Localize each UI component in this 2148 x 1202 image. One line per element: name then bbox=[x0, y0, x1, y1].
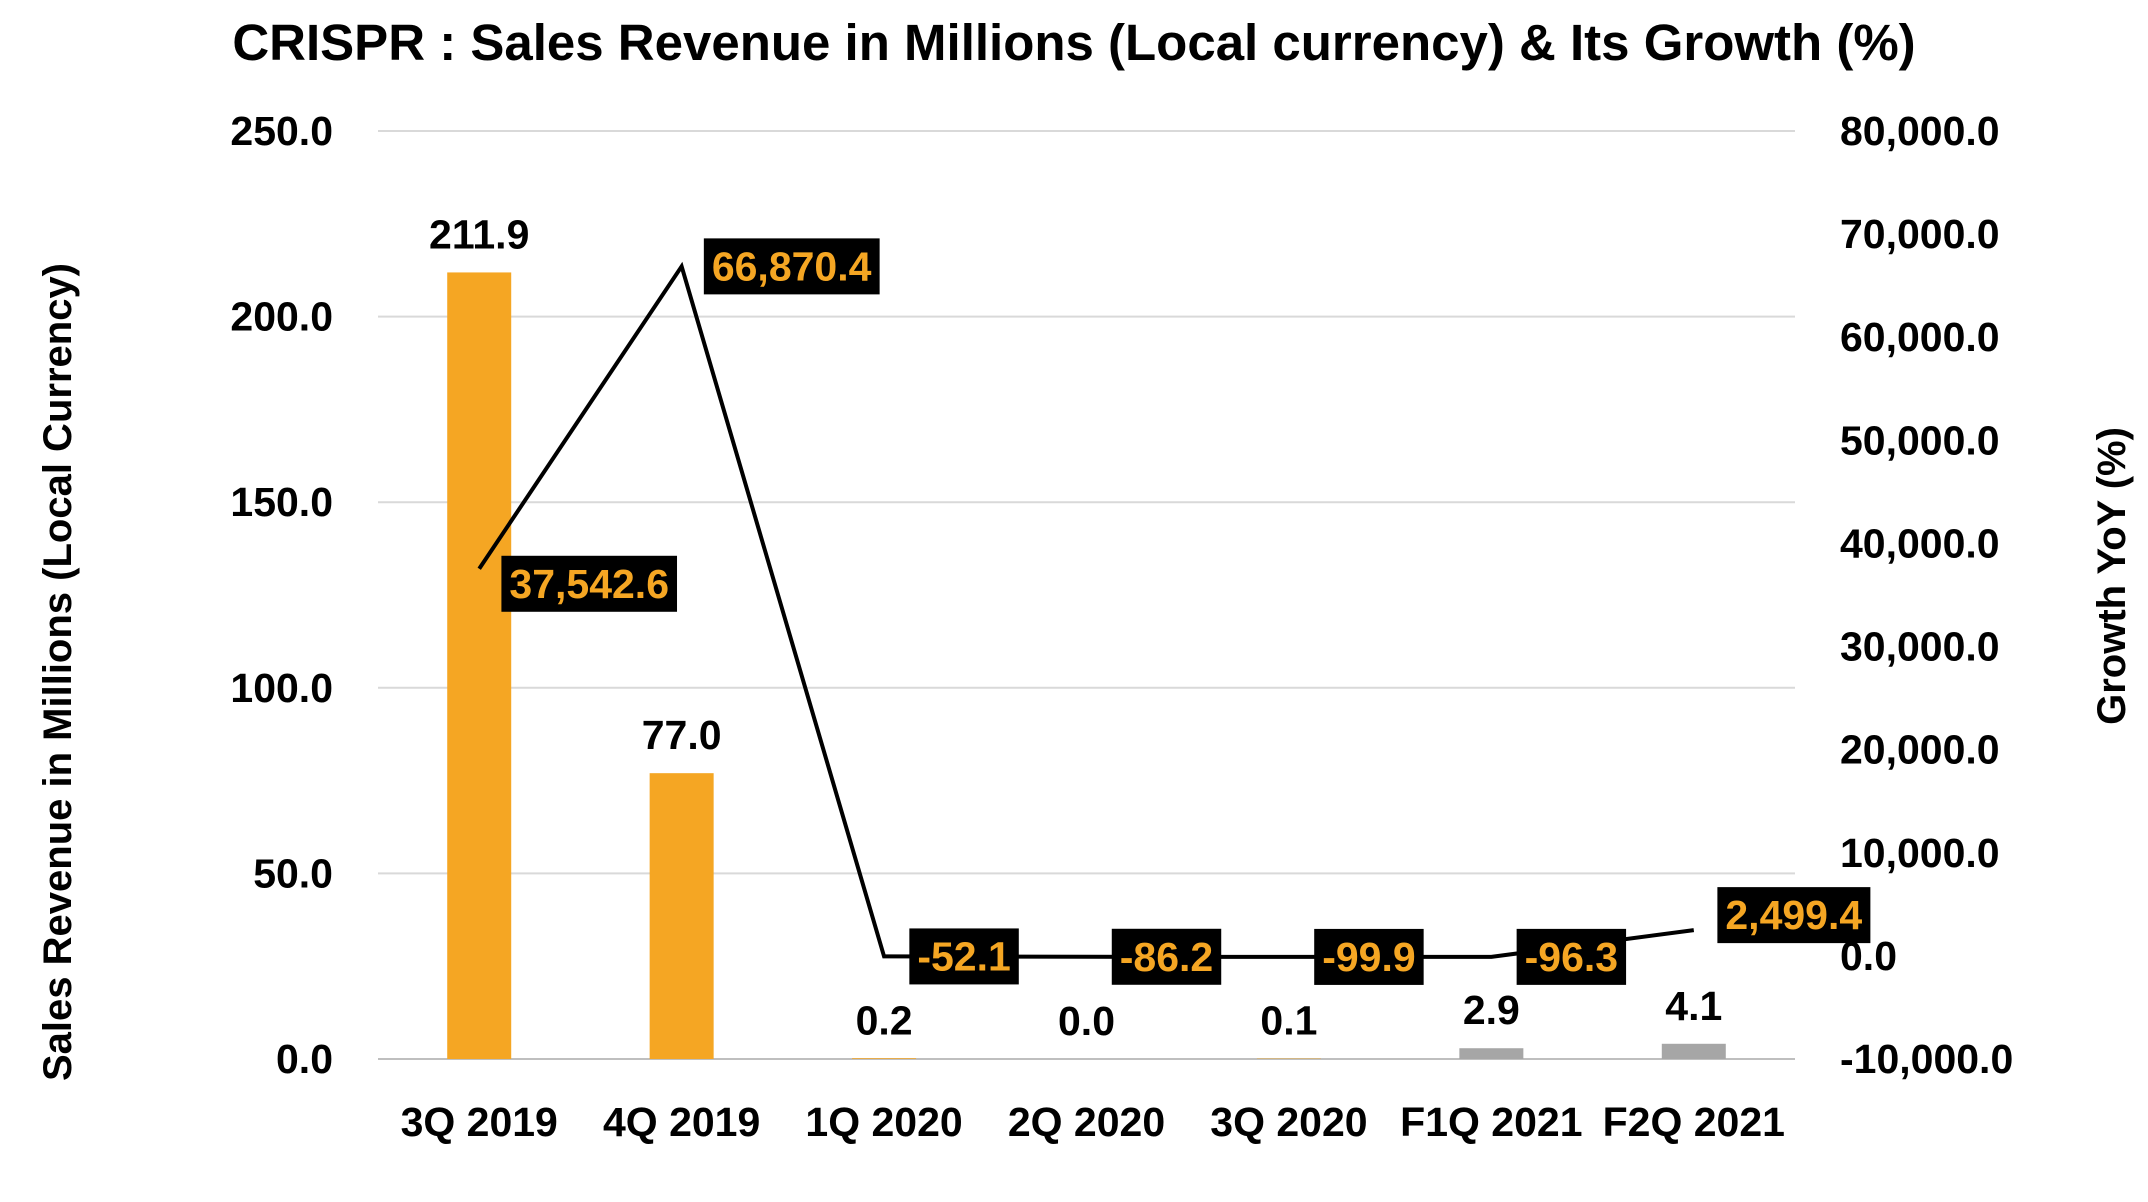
category-label: 3Q 2020 bbox=[1210, 1099, 1367, 1145]
revenue-data-label: 0.2 bbox=[856, 997, 913, 1043]
right-tick-label: 60,000.0 bbox=[1840, 314, 2000, 360]
growth-label-text: 66,870.4 bbox=[712, 243, 872, 289]
right-axis-ticks: -10,000.00.010,000.020,000.030,000.040,0… bbox=[1840, 108, 2013, 1082]
revenue-data-label: 0.1 bbox=[1260, 998, 1317, 1044]
left-axis-title: Sales Revenue in Millions (Local Currenc… bbox=[36, 263, 80, 1081]
growth-label-box bbox=[1314, 928, 1424, 985]
revenue-bar bbox=[852, 1058, 917, 1059]
right-axis-title: Growth YoY (%) bbox=[2090, 427, 2134, 725]
growth-series bbox=[477, 261, 1695, 959]
gridlines bbox=[378, 130, 1795, 1060]
right-tick-label: -10,000.0 bbox=[1840, 1036, 2013, 1082]
growth-data-label: -96.3 bbox=[1516, 928, 1627, 985]
left-tick-label: 250.0 bbox=[230, 108, 333, 154]
left-tick-label: 0.0 bbox=[276, 1036, 333, 1082]
right-tick-label: 30,000.0 bbox=[1840, 624, 2000, 670]
growth-label-text: -52.1 bbox=[917, 933, 1010, 979]
right-tick-label: 40,000.0 bbox=[1840, 520, 2000, 566]
growth-label-box bbox=[1717, 887, 1871, 944]
growth-label-box bbox=[1516, 928, 1627, 985]
category-label: F2Q 2021 bbox=[1603, 1099, 1785, 1145]
category-label: 3Q 2019 bbox=[401, 1099, 558, 1145]
growth-label-text: -86.2 bbox=[1120, 934, 1213, 980]
right-tick-label: 10,000.0 bbox=[1840, 830, 2000, 876]
category-label: F1Q 2021 bbox=[1400, 1099, 1582, 1145]
revenue-bar bbox=[1459, 1048, 1524, 1059]
right-tick-label: 80,000.0 bbox=[1840, 108, 2000, 154]
revenue-data-label: 4.1 bbox=[1665, 983, 1722, 1029]
growth-label-box bbox=[1111, 928, 1222, 985]
growth-data-label: -86.2 bbox=[1111, 928, 1222, 985]
revenue-bars bbox=[447, 272, 1726, 1059]
left-tick-label: 200.0 bbox=[230, 294, 333, 340]
revenue-data-label: 0.0 bbox=[1058, 998, 1115, 1044]
growth-data-label: -52.1 bbox=[909, 928, 1019, 985]
category-label: 2Q 2020 bbox=[1008, 1099, 1165, 1145]
right-tick-label: 70,000.0 bbox=[1840, 211, 2000, 257]
growth-data-label: -99.9 bbox=[1314, 928, 1424, 985]
right-tick-label: 50,000.0 bbox=[1840, 417, 2000, 463]
revenue-bar bbox=[1661, 1043, 1726, 1059]
left-tick-label: 100.0 bbox=[230, 665, 333, 711]
category-axis-labels: 3Q 2019 4Q 2019 1Q 2020 2Q 2020 3Q 2020 F1Q 2… bbox=[401, 1099, 1785, 1145]
category-label: 4Q 2019 bbox=[603, 1099, 760, 1145]
growth-label-text: 2,499.4 bbox=[1725, 892, 1862, 938]
growth-data-label: 66,870.4 bbox=[703, 238, 880, 295]
revenue-bar bbox=[447, 272, 512, 1059]
revenue-data-label: 2.9 bbox=[1463, 987, 1520, 1033]
left-tick-label: 50.0 bbox=[253, 850, 333, 896]
growth-data-label: 37,542.6 bbox=[501, 555, 678, 612]
category-label: 1Q 2020 bbox=[805, 1099, 962, 1145]
chart-title: CRISPR : Sales Revenue in Millions (Loca… bbox=[232, 14, 1915, 71]
revenue-bar-labels: 211.9 77.0 0.2 0.0 0.1 2.9 4.1 bbox=[429, 211, 1722, 1044]
left-tick-label: 150.0 bbox=[230, 479, 333, 525]
growth-label-box bbox=[909, 928, 1019, 985]
right-tick-label: 20,000.0 bbox=[1840, 727, 2000, 773]
growth-label-text: 37,542.6 bbox=[509, 561, 669, 607]
left-axis-ticks: 0.0 50.0 100.0 150.0 200.0 250.0 bbox=[230, 108, 333, 1082]
revenue-bar bbox=[649, 773, 714, 1059]
growth-data-label: 2,499.4 bbox=[1717, 887, 1871, 944]
revenue-data-label: 77.0 bbox=[642, 712, 722, 758]
revenue-data-label: 211.9 bbox=[429, 211, 529, 257]
growth-line bbox=[477, 261, 1695, 959]
growth-data-labels: 37,542.6 66,870.4 -52.1 -86.2 -99.9 -96.3 2,49… bbox=[501, 238, 1871, 985]
growth-label-text: -96.3 bbox=[1525, 934, 1618, 980]
growth-label-box bbox=[703, 238, 880, 295]
growth-label-box bbox=[501, 555, 678, 612]
growth-label-text: -99.9 bbox=[1322, 934, 1415, 980]
